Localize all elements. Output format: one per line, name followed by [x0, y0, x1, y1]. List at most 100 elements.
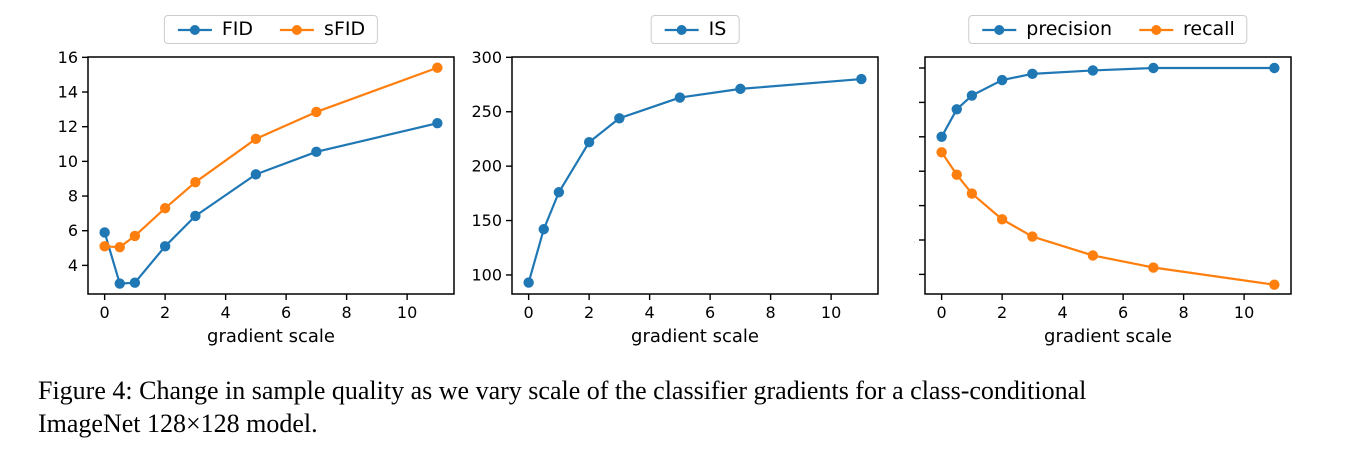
data-point-precision — [996, 74, 1008, 86]
plot-canvas: 0 2 4 6 8 10 4 6 8 10 12 14 16 gradient scale — [58, 48, 455, 347]
x-tick-label: 4 — [1058, 303, 1068, 322]
y-tick-label: 250 — [471, 102, 502, 121]
legend-box: FID sFID — [163, 15, 379, 44]
data-point-IS — [583, 137, 595, 148]
legend-box: IS — [650, 15, 740, 44]
legend-entry-precision: precision — [981, 20, 1112, 39]
legend-entry-sFID: sFID — [279, 20, 365, 39]
data-point-IS — [614, 113, 625, 124]
data-point-recall — [1027, 231, 1038, 242]
plot-canvas: 0 2 4 6 8 10 0.3 0.4 0.5 0.6 0.7 0.8 0.9 gradient sca… — [914, 56, 1292, 347]
data-point-precision — [1148, 62, 1159, 74]
data-point-FID — [311, 146, 322, 158]
data-point-FID — [250, 169, 262, 180]
legend-line-marker-icon — [1138, 24, 1173, 35]
data-point-precision — [936, 131, 947, 143]
x-tick-label: 8 — [342, 303, 352, 322]
legend-entry-FID: FID — [177, 20, 253, 39]
data-point-sFID — [99, 241, 110, 252]
data-point-precision — [966, 90, 978, 101]
y-tick-label: 100 — [471, 265, 502, 284]
data-point-sFID — [129, 230, 141, 242]
x-tick-label: 8 — [766, 303, 776, 322]
x-tick-label: 0 — [937, 303, 947, 322]
chart-fid-sfid: 0 2 4 6 8 10 4 6 8 10 12 14 16 gradient scale FID sFID — [0, 0, 457, 360]
data-point-IS — [735, 83, 746, 95]
series-line-IS — [527, 77, 862, 283]
data-point-sFID — [114, 241, 125, 253]
data-point-recall — [996, 214, 1008, 225]
series-line-FID — [103, 122, 438, 285]
x-tick-label: 2 — [160, 303, 170, 322]
data-point-FID — [159, 241, 171, 252]
data-point-precision — [1269, 62, 1280, 74]
legend-label: sFID — [324, 18, 366, 40]
legend-line-marker-icon — [280, 24, 315, 35]
x-tick-label: 8 — [1179, 303, 1189, 322]
x-tick-label: 10 — [397, 303, 417, 322]
y-tick-label: 0.8 — [914, 93, 915, 112]
y-tick-label: 0.9 — [914, 59, 915, 78]
data-point-precision — [1087, 65, 1099, 76]
legend-label: FID — [221, 18, 254, 40]
data-point-FID — [432, 118, 443, 129]
data-point-FID — [114, 278, 125, 289]
x-tick-label: 0 — [524, 303, 534, 322]
y-tick-label: 0.5 — [914, 196, 915, 215]
y-tick-label: 8 — [68, 187, 78, 206]
series-line-recall — [940, 151, 1275, 286]
y-tick-label: 16 — [58, 48, 78, 67]
x-axis-label: gradient scale — [631, 326, 759, 347]
x-tick-label: 6 — [705, 303, 715, 322]
y-tick-label: 10 — [58, 152, 78, 171]
data-point-sFID — [250, 133, 262, 145]
legend-label: precision — [1026, 18, 1112, 40]
y-tick-label: 14 — [58, 83, 78, 102]
series-line-sFID — [104, 66, 438, 249]
data-point-recall — [936, 147, 947, 158]
y-tick-label: 0.3 — [914, 265, 915, 284]
y-tick-label: 4 — [68, 256, 78, 275]
caption-line-1: Figure 4: Change in sample quality as we… — [38, 376, 1087, 405]
axes-frame — [511, 56, 879, 295]
data-point-precision — [1027, 68, 1038, 80]
data-point-precision — [951, 104, 962, 115]
data-point-sFID — [159, 202, 171, 214]
series-line-precision — [940, 66, 1275, 138]
figure-caption: Figure 4: Change in sample quality as we… — [38, 374, 1348, 440]
x-tick-label: 2 — [997, 303, 1007, 322]
x-axis-label: gradient scale — [1044, 326, 1172, 347]
data-point-FID — [99, 227, 110, 238]
y-tick-label: 0.4 — [914, 230, 915, 249]
x-tick-label: 4 — [221, 303, 231, 322]
y-tick-label: 0.7 — [914, 127, 915, 146]
caption-line-2: ImageNet 128×128 model. — [38, 409, 318, 438]
data-point-recall — [951, 169, 962, 180]
y-tick-label: 150 — [471, 211, 502, 230]
data-point-FID — [129, 277, 141, 288]
y-tick-label: 12 — [58, 117, 78, 136]
legend-box: precision recall — [968, 15, 1248, 44]
data-point-IS — [523, 277, 534, 288]
data-point-recall — [1148, 262, 1159, 273]
axes-frame — [924, 56, 1292, 295]
legend-line-marker-icon — [664, 24, 699, 35]
data-point-FID — [190, 210, 201, 222]
data-point-recall — [1087, 250, 1099, 261]
x-tick-label: 0 — [100, 303, 110, 322]
x-axis-label: gradient scale — [207, 326, 335, 347]
x-tick-label: 10 — [1234, 303, 1254, 322]
chart-precision-recall: 0 2 4 6 8 10 0.3 0.4 0.5 0.6 0.7 0.8 0.9 gradient sca… — [914, 0, 1372, 360]
legend-label: recall — [1182, 18, 1235, 40]
data-point-IS — [674, 92, 686, 103]
y-tick-label: 0.6 — [914, 162, 915, 181]
x-tick-label: 10 — [821, 303, 841, 322]
data-point-sFID — [311, 106, 322, 118]
y-tick-label: 6 — [68, 221, 78, 240]
plot-canvas: 0 2 4 6 8 10 100 150 200 250 300 gradient scale — [471, 48, 879, 347]
legend-line-marker-icon — [177, 24, 212, 35]
x-tick-label: 6 — [1118, 303, 1128, 322]
data-point-recall — [1269, 279, 1280, 290]
x-tick-label: 4 — [645, 303, 655, 322]
data-point-IS — [553, 187, 565, 198]
